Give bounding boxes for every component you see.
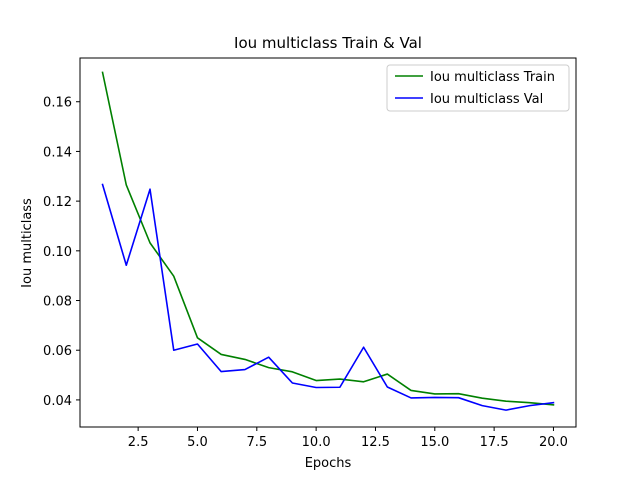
y-tick-label: 0.08 [43, 295, 72, 310]
x-tick-label: 15.0 [420, 435, 449, 450]
x-tick-label: 5.0 [187, 435, 208, 450]
y-tick-label: 0.10 [43, 245, 72, 260]
legend-label: Iou multiclass Train [430, 70, 555, 85]
y-tick-label: 0.06 [43, 344, 72, 359]
chart-title: Iou multiclass Train & Val [234, 34, 422, 52]
y-tick-label: 0.12 [43, 195, 72, 210]
x-tick-label: 7.5 [246, 435, 267, 450]
axes-layer: 2.5 5.0 7.5 10.0 12.5 15.0 17.5 20.0 0.04 0.06 0.0… [43, 57, 577, 450]
x-tick-label: 12.5 [361, 435, 390, 450]
x-tick-label: 10.0 [302, 435, 331, 450]
legend-box [386, 64, 570, 112]
series-line-val [101, 183, 555, 411]
series-line-train [101, 71, 555, 406]
y-tick-label: 0.16 [43, 96, 72, 111]
x-tick-label: 2.5 [128, 435, 149, 450]
y-tick-label: 0.14 [43, 145, 72, 160]
x-tick-label: 17.5 [480, 435, 509, 450]
y-tick-label: 0.04 [43, 394, 72, 409]
legend: Iou multiclass Train Iou multiclass Val [386, 64, 570, 112]
series-layer [101, 71, 555, 411]
plot-frame [79, 57, 577, 428]
x-axis-label: Epochs [305, 456, 352, 471]
x-tick-label: 20.0 [539, 435, 568, 450]
legend-label: Iou multiclass Val [430, 92, 543, 107]
y-axis-label: Iou multiclass [20, 198, 35, 288]
